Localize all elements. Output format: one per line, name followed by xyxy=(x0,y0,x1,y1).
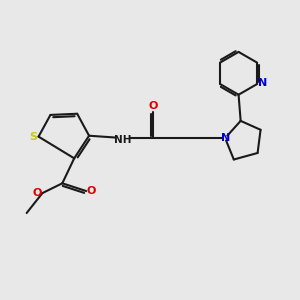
Text: O: O xyxy=(32,188,42,197)
Text: NH: NH xyxy=(114,135,132,145)
Text: N: N xyxy=(258,78,268,88)
Text: O: O xyxy=(148,101,158,111)
Text: S: S xyxy=(29,132,37,142)
Text: N: N xyxy=(221,133,230,142)
Text: O: O xyxy=(87,186,96,196)
